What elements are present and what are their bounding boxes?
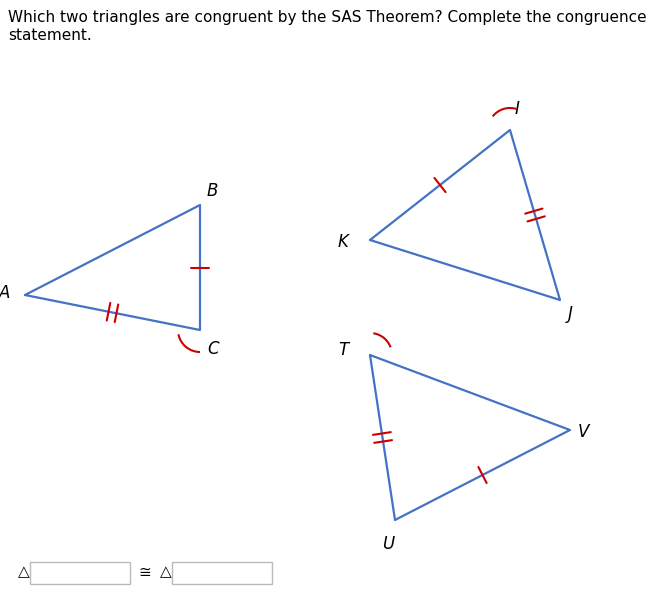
Text: V: V [578, 423, 590, 441]
Text: B: B [207, 182, 218, 200]
Text: T: T [338, 341, 348, 359]
Text: J: J [568, 305, 573, 323]
Text: U: U [382, 535, 394, 553]
Text: △: △ [18, 564, 29, 579]
Text: △: △ [160, 564, 172, 579]
FancyBboxPatch shape [172, 562, 272, 584]
FancyBboxPatch shape [30, 562, 130, 584]
Text: C: C [207, 340, 218, 358]
Text: statement.: statement. [8, 28, 92, 43]
Text: Which two triangles are congruent by the SAS Theorem? Complete the congruence: Which two triangles are congruent by the… [8, 10, 647, 25]
Text: A: A [0, 284, 10, 302]
Text: ≅: ≅ [139, 564, 151, 579]
Text: I: I [515, 100, 519, 118]
Text: K: K [337, 233, 348, 251]
